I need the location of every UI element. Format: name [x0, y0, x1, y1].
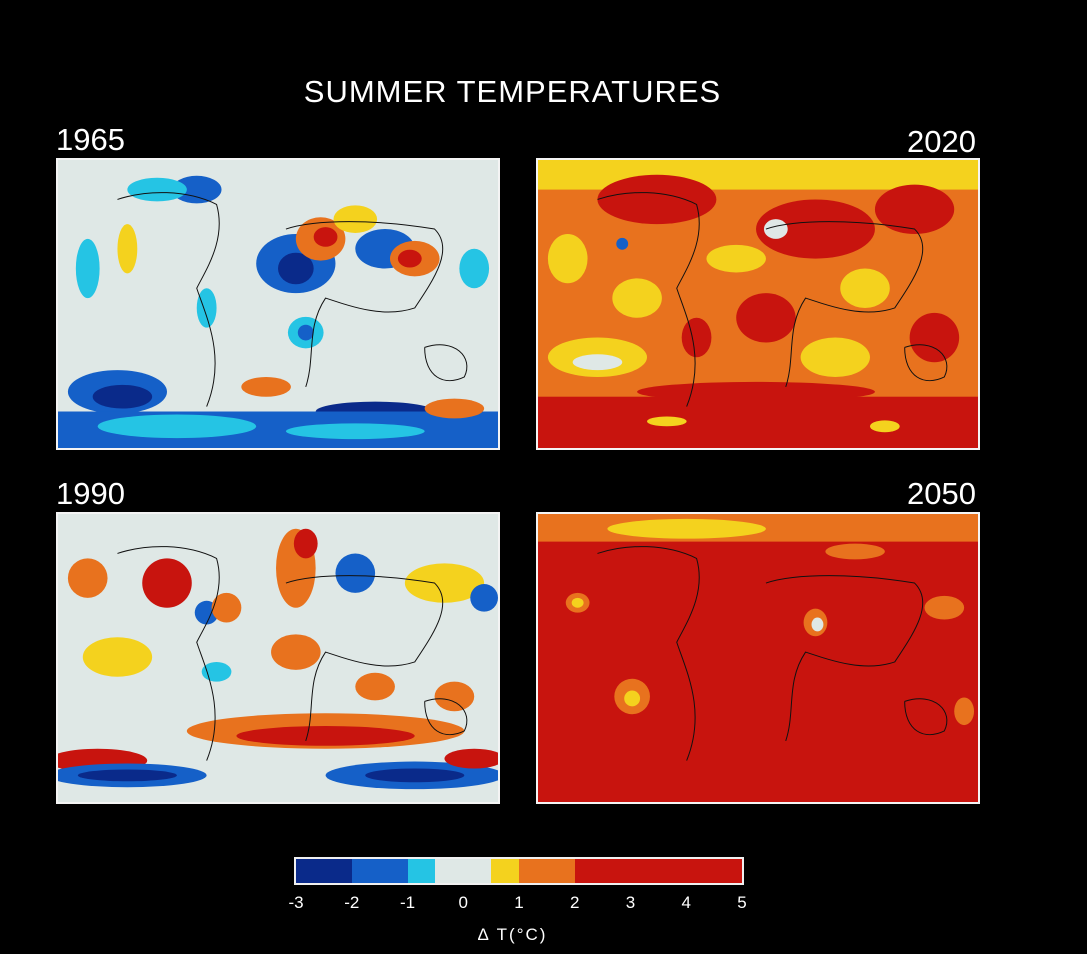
coastlines-1965	[117, 192, 468, 407]
map-2020	[536, 158, 980, 450]
color-scale-tick-label: 0	[458, 893, 468, 912]
color-scale-tick-label: 2	[570, 893, 580, 912]
panel-year-2020: 2020	[907, 124, 976, 159]
color-scale-tick-label: -1	[399, 893, 416, 912]
coastlines-2020	[597, 192, 948, 407]
map-1965	[56, 158, 500, 450]
color-scale-tick-label: 4	[681, 893, 691, 912]
color-scale-tick-label: 3	[625, 893, 636, 912]
color-scale-segment	[574, 859, 742, 883]
temperature-map-2050	[538, 514, 978, 802]
color-scale-segment	[519, 859, 575, 883]
temperature-map-1965	[58, 160, 498, 448]
anomaly-blobs-1990	[58, 528, 498, 790]
anomaly-blobs-1965	[58, 175, 498, 448]
anomaly-blobs-2020	[538, 160, 978, 448]
color-scale-segment	[296, 859, 352, 883]
color-scale-segment	[407, 859, 436, 883]
color-scale-bar	[294, 857, 744, 885]
coastlines-2050	[597, 546, 948, 761]
temperature-map-1990	[58, 514, 498, 802]
map-2050	[536, 512, 980, 804]
panel-year-1990: 1990	[56, 476, 125, 511]
coastlines-1990	[117, 546, 468, 761]
color-scale-segment	[491, 859, 519, 883]
panel-year-1965: 1965	[56, 122, 125, 157]
color-scale-segment	[351, 859, 408, 883]
map-1990	[56, 512, 500, 804]
color-scale-tick-label: 1	[514, 893, 524, 912]
chart-title: SUMMER TEMPERATURES	[303, 74, 722, 109]
color-scale-segment	[435, 859, 492, 883]
anomaly-blobs-2050	[538, 514, 978, 726]
color-scale-tick-label: 5	[737, 893, 747, 912]
color-scale-tick-label: -3	[288, 893, 304, 912]
color-scale-tick-label: -2	[344, 893, 360, 912]
color-scale-title: Δ T(°C)	[477, 925, 548, 944]
panel-year-2050: 2050	[907, 476, 976, 511]
temperature-map-2020	[538, 160, 978, 448]
